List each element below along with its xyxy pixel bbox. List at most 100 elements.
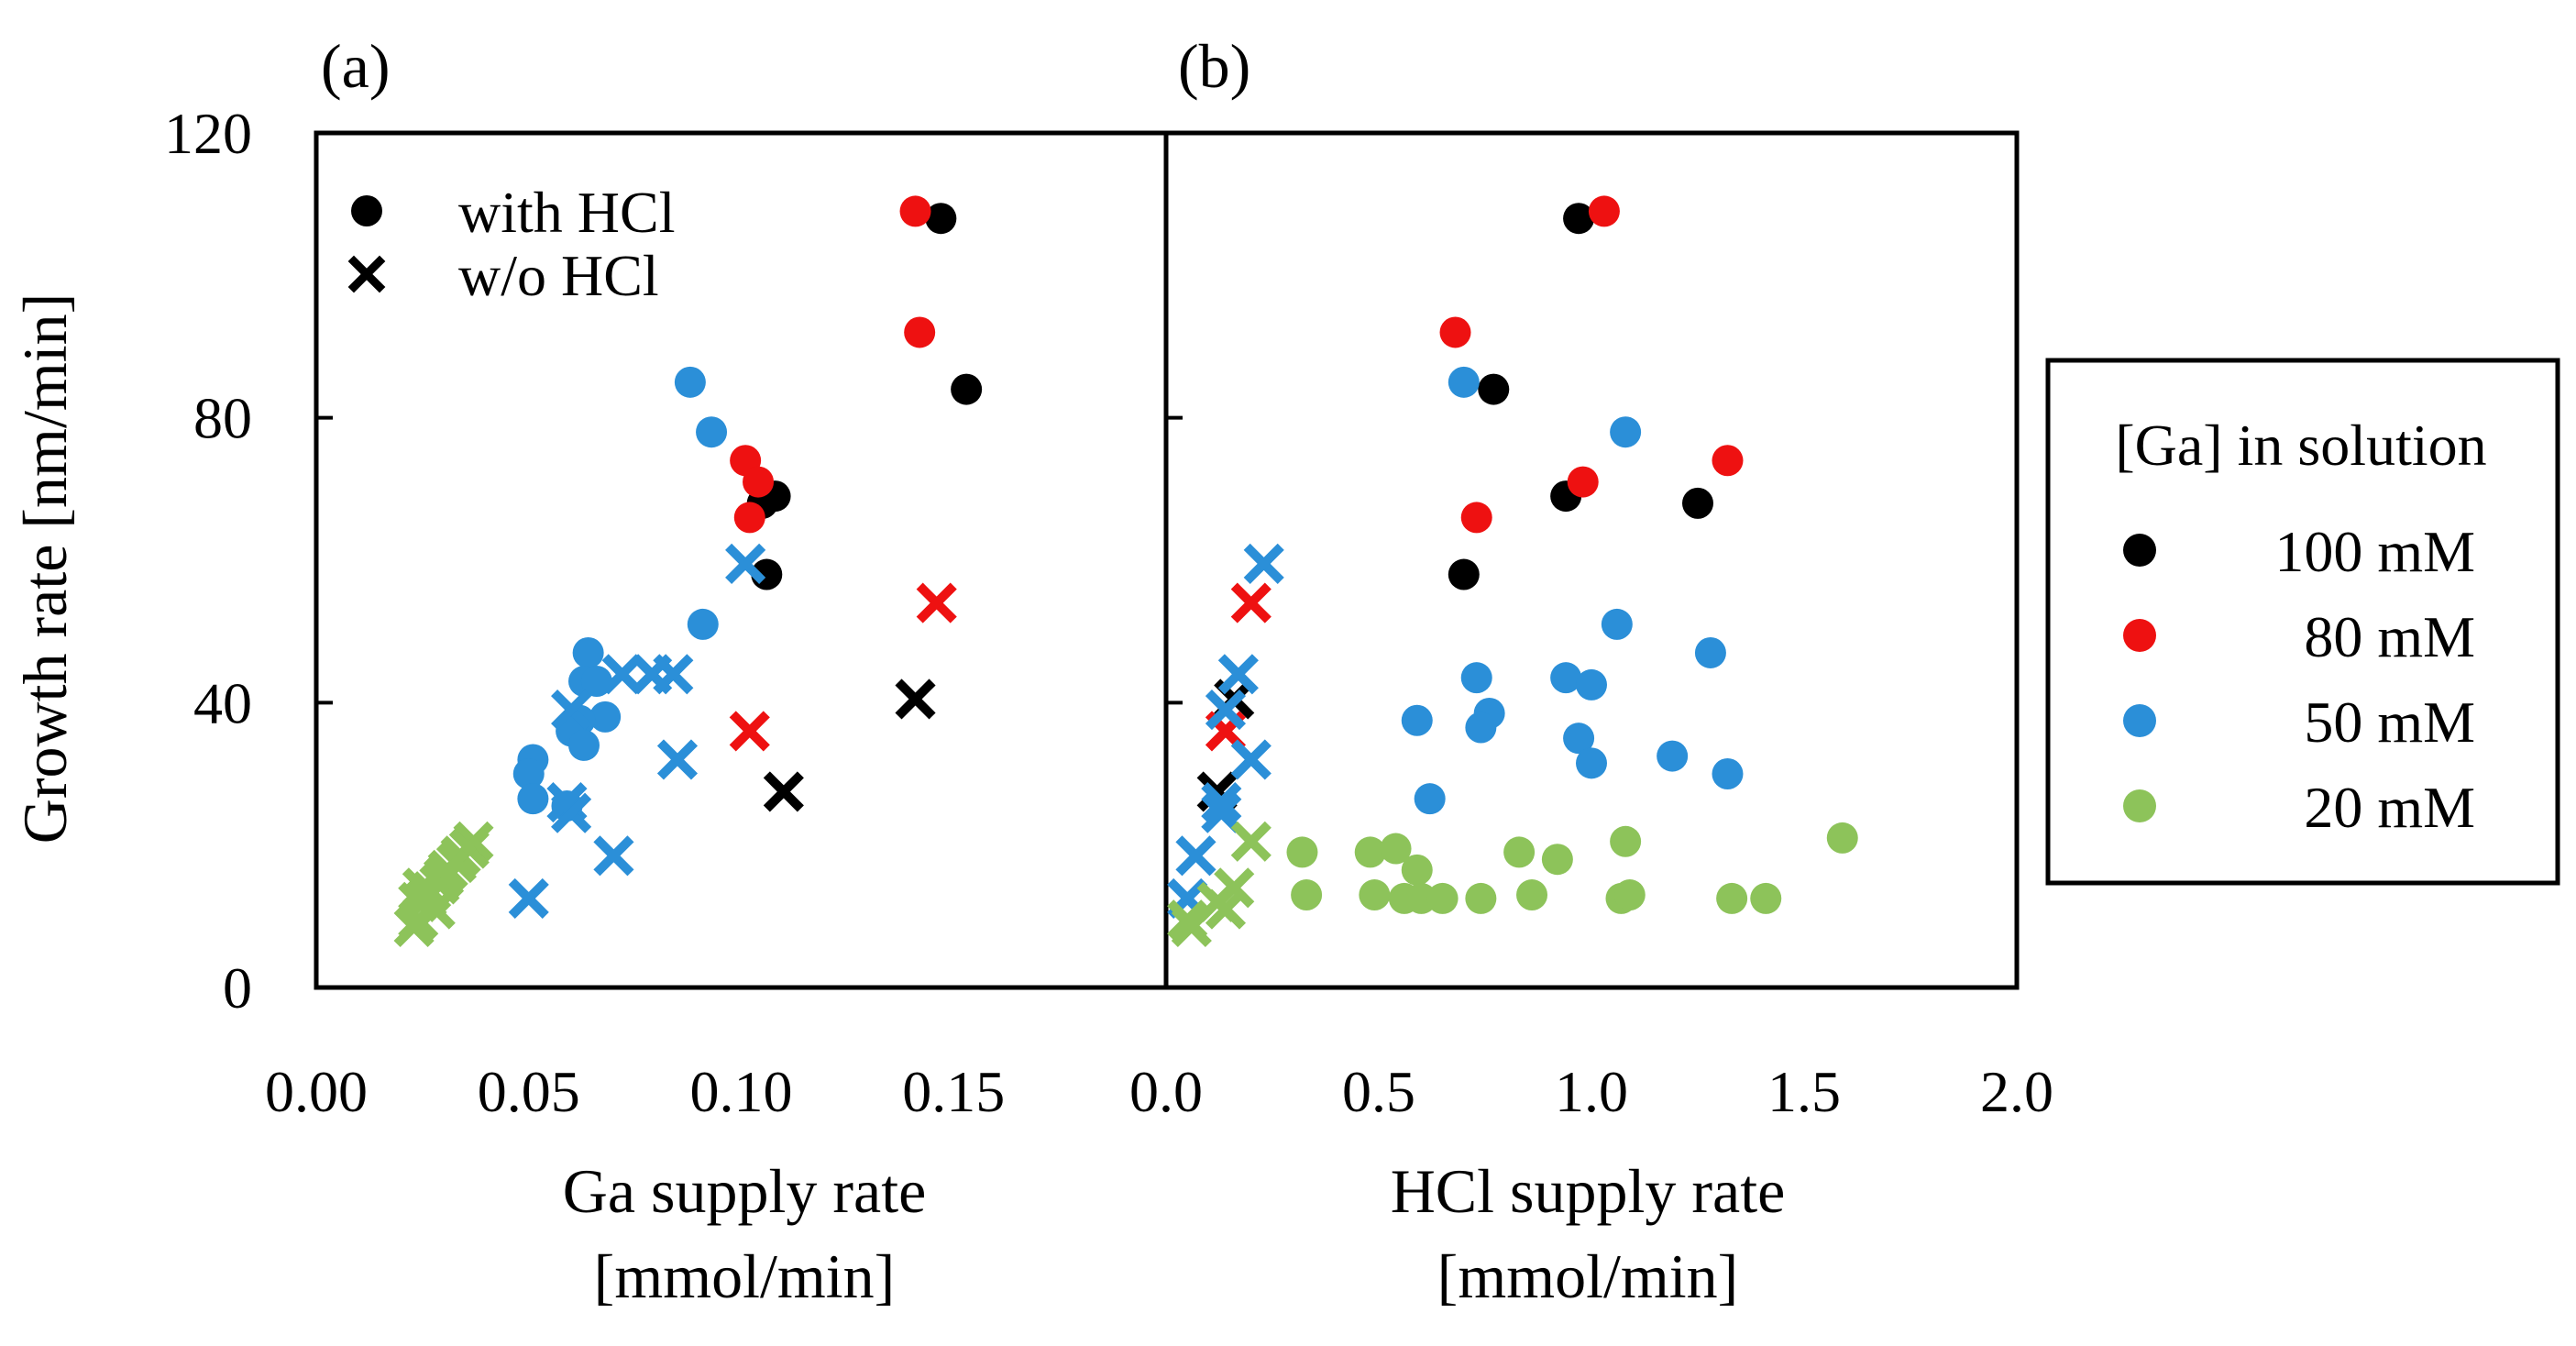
point-50mm-with-hcl [696, 416, 728, 448]
point-100mm-with-hcl [951, 373, 983, 405]
x-axis-label-b-line1: HCl supply rate [1391, 1156, 1786, 1226]
y-tick-label: 0 [223, 955, 252, 1021]
point-80mm-without-hcl [916, 582, 957, 623]
point-50mm-with-hcl [1694, 636, 1726, 668]
point-80mm-with-hcl [1588, 195, 1620, 227]
y-tick-label: 120 [164, 101, 252, 166]
point-20mm-with-hcl [1516, 879, 1548, 911]
legend-label-without-hcl: w/o HCl [458, 243, 659, 308]
point-100mm-with-hcl [1563, 203, 1595, 235]
x-tick-label-b: 1.5 [1767, 1059, 1841, 1124]
point-50mm-with-hcl [1460, 662, 1492, 694]
x-tick-label-a: 0.15 [902, 1059, 1005, 1124]
point-20mm-without-hcl [1171, 906, 1212, 948]
legend-label-with-hcl: with HCl [458, 180, 675, 245]
point-100mm-with-hcl [1478, 373, 1510, 405]
point-20mm-with-hcl [1359, 879, 1391, 911]
point-80mm-with-hcl [1439, 316, 1471, 348]
scatter-points-panel-a [393, 195, 983, 948]
point-50mm-with-hcl [589, 701, 622, 733]
point-80mm-with-hcl [899, 195, 931, 227]
point-50mm-without-hcl [1201, 792, 1242, 833]
point-80mm-with-hcl [904, 316, 936, 348]
point-50mm-with-hcl [1657, 740, 1689, 772]
point-50mm-with-hcl [572, 636, 604, 668]
point-20mm-with-hcl [1286, 836, 1318, 868]
point-50mm-without-hcl [725, 543, 766, 584]
point-50mm-without-hcl [1217, 654, 1259, 695]
point-50mm-with-hcl [1576, 668, 1607, 701]
point-100mm-without-hcl [763, 771, 804, 812]
legend-label-50mm: 50 mM [2304, 690, 2475, 755]
point-50mm-without-hcl [508, 877, 549, 919]
point-50mm-with-hcl [1401, 704, 1433, 736]
point-50mm-with-hcl [1465, 712, 1497, 744]
point-80mm-with-hcl [743, 466, 775, 498]
x-tick-labels-panel-a: 0.00 0.05 0.10 0.15 [265, 1059, 1005, 1124]
point-50mm-without-hcl [1201, 781, 1242, 823]
point-80mm-with-hcl [1460, 502, 1492, 534]
x-tick-label-b: 0.5 [1342, 1059, 1415, 1124]
plot-frames [314, 130, 2020, 990]
point-100mm-with-hcl [1448, 558, 1480, 590]
point-20mm-with-hcl [1465, 882, 1497, 914]
point-50mm-without-hcl [1205, 690, 1247, 731]
x-tick-labels-panel-b: 0.0 0.5 1.0 1.5 2.0 [1129, 1059, 2053, 1124]
point-50mm-without-hcl [1243, 543, 1284, 584]
point-50mm-with-hcl [568, 729, 600, 761]
point-20mm-with-hcl [1380, 833, 1412, 865]
point-50mm-with-hcl [1550, 662, 1582, 694]
legend-label-20mm: 20 mM [2304, 775, 2475, 840]
y-tick-label: 80 [193, 386, 252, 451]
point-20mm-with-hcl [1541, 844, 1573, 876]
point-100mm-with-hcl [1682, 487, 1713, 519]
point-50mm-with-hcl [512, 758, 545, 789]
marker-legend: with HCl w/o HCl [347, 180, 675, 308]
legend-label-80mm: 80 mM [2304, 604, 2475, 669]
x-axis-label-b-line2: [mmol/min] [1437, 1241, 1739, 1311]
y-tick-labels: 0 40 80 120 [164, 101, 252, 1021]
point-20mm-with-hcl [1826, 822, 1858, 854]
point-50mm-with-hcl [1576, 747, 1607, 779]
panel-label-a: (a) [321, 31, 390, 101]
point-50mm-with-hcl [687, 608, 719, 640]
legend-swatch-50mm [2123, 704, 2156, 737]
point-50mm-without-hcl [593, 835, 634, 877]
point-80mm-with-hcl [1712, 445, 1744, 477]
point-100mm-without-hcl [895, 679, 936, 720]
point-50mm-with-hcl [674, 366, 706, 398]
point-50mm-with-hcl [1601, 608, 1633, 640]
x-tick-label-b: 2.0 [1980, 1059, 2053, 1124]
point-100mm-with-hcl [925, 203, 957, 235]
point-20mm-with-hcl [1354, 836, 1386, 868]
point-50mm-with-hcl [1610, 416, 1642, 448]
point-50mm-with-hcl [1414, 783, 1446, 815]
x-axis-label-a-line1: Ga supply rate [563, 1156, 927, 1226]
color-legend-title: [Ga] in solution [2115, 413, 2486, 478]
point-20mm-with-hcl [1426, 882, 1459, 914]
legend-swatch-20mm [2123, 789, 2156, 822]
x-axis-label-a-line2: [mmol/min] [594, 1241, 896, 1311]
point-50mm-with-hcl [517, 783, 549, 815]
point-50mm-with-hcl [1563, 723, 1595, 755]
point-80mm-with-hcl [733, 502, 765, 534]
legend-marker-circle [351, 195, 382, 226]
point-50mm-without-hcl [1175, 835, 1216, 877]
legend-marker-cross [347, 255, 386, 293]
point-80mm-without-hcl [729, 711, 770, 752]
point-20mm-without-hcl [1205, 888, 1247, 930]
point-50mm-without-hcl [653, 654, 694, 695]
point-20mm-with-hcl [1503, 836, 1536, 868]
x-tick-label-a: 0.10 [690, 1059, 793, 1124]
point-50mm-without-hcl [1230, 739, 1271, 780]
point-50mm-without-hcl [551, 690, 592, 731]
point-20mm-without-hcl [1230, 821, 1271, 862]
point-50mm-without-hcl [656, 739, 699, 780]
point-50mm-with-hcl [1448, 366, 1480, 398]
point-20mm-with-hcl [1610, 825, 1642, 857]
scatter-points-panel-b [1167, 195, 1858, 948]
point-20mm-without-hcl [393, 906, 435, 948]
y-axis-label: Growth rate [nm/min] [10, 293, 80, 844]
point-20mm-with-hcl [1716, 882, 1748, 914]
